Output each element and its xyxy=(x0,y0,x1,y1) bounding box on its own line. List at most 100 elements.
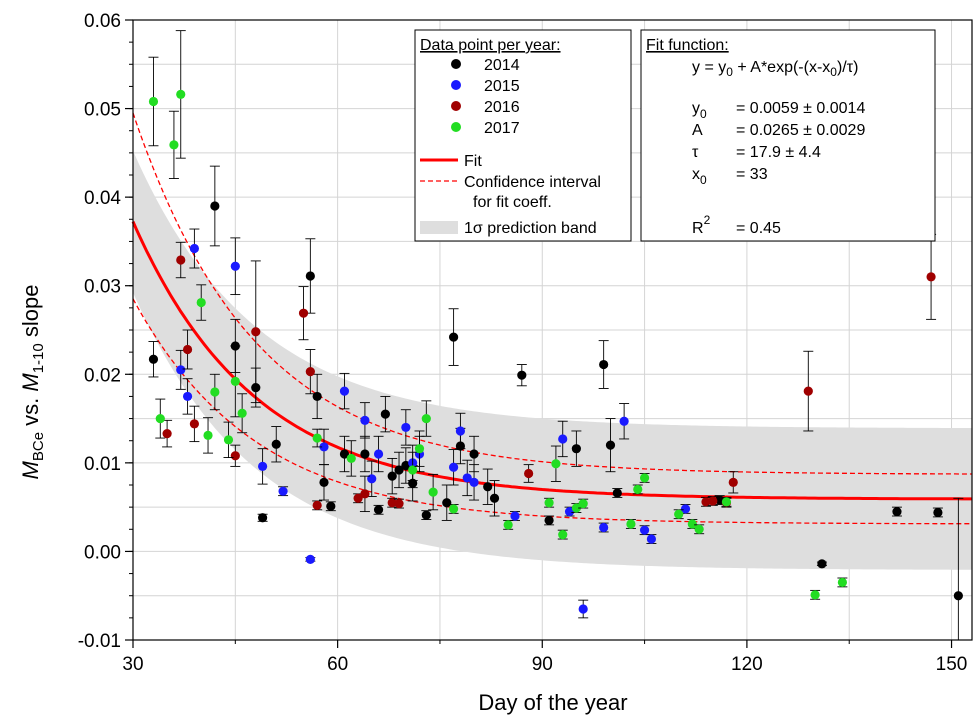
x0-name: x xyxy=(692,166,700,183)
data-point-2017 xyxy=(210,387,220,397)
data-point-2017 xyxy=(237,408,247,418)
data-point-2015 xyxy=(462,473,472,483)
y-tick-label: 0.06 xyxy=(84,11,121,32)
data-point-2017 xyxy=(810,590,820,600)
data-point-2017 xyxy=(155,413,165,424)
data-point-2015 xyxy=(367,474,377,484)
fit-curve xyxy=(131,220,972,501)
legend-fit-box xyxy=(640,29,936,242)
data-point-2017 xyxy=(674,509,684,519)
legend-ci-label-1: Confidence interval xyxy=(464,174,601,191)
legend-label-2016: 2016 xyxy=(484,99,520,116)
legend-marker-2014 xyxy=(451,59,461,69)
y-label-sub1: BCe xyxy=(30,432,47,461)
data-point-2017 xyxy=(312,433,322,443)
fit-param-r2-value: = 0.45 xyxy=(736,220,781,237)
data-point-2014 xyxy=(305,271,315,281)
legend-marker-2017 xyxy=(451,122,461,132)
data-point-2015 xyxy=(639,525,650,535)
y-tick-label: 0.05 xyxy=(84,100,121,121)
data-point-2014 xyxy=(448,332,459,342)
y-tick-label: 0.00 xyxy=(84,542,121,563)
legend-fit-label: Fit xyxy=(464,153,482,170)
data-point-2016 xyxy=(251,327,261,337)
legend-ci-label-2: for fit coeff. xyxy=(473,194,552,211)
legend-band-swatch xyxy=(420,221,458,234)
y-tick-label: 0.01 xyxy=(84,454,121,475)
data-point-2016 xyxy=(353,493,363,503)
x-tick-label: 30 xyxy=(122,654,143,675)
fit-param-r2-name: R2 xyxy=(692,213,711,237)
data-point-2017 xyxy=(176,89,186,99)
data-point-2016 xyxy=(312,500,322,510)
data-point-2015 xyxy=(558,434,568,444)
data-point-2017 xyxy=(578,499,588,509)
y-tick-label: -0.01 xyxy=(78,631,121,652)
fit-param-a-name: A xyxy=(692,122,703,139)
data-point-2014 xyxy=(271,439,281,449)
fit-param-a-value: = 0.0265 ± 0.0029 xyxy=(736,122,865,139)
data-point-2017 xyxy=(687,519,697,529)
data-point-2016 xyxy=(803,386,813,396)
data-point-2017 xyxy=(551,459,561,469)
x-axis-label: Day of the year xyxy=(478,690,627,715)
data-point-2016 xyxy=(189,419,199,429)
fit-param-tau-value: = 17.9 ± 4.4 xyxy=(736,144,821,161)
legend-years-title: Data point per year: xyxy=(420,37,561,54)
data-point-2017 xyxy=(223,435,234,445)
data-point-2016 xyxy=(387,498,397,508)
data-point-2014 xyxy=(326,501,336,511)
data-point-2015 xyxy=(646,534,657,544)
data-point-2016 xyxy=(708,496,718,506)
data-point-2016 xyxy=(162,429,172,439)
x-tick-label: 60 xyxy=(327,654,348,675)
y-label-m2: M xyxy=(18,373,43,392)
data-point-2015 xyxy=(305,554,315,565)
data-point-2017 xyxy=(544,498,554,508)
legend-band-label: 1σ prediction band xyxy=(464,220,597,237)
formula-prefix: y = y xyxy=(692,59,726,76)
data-point-2014 xyxy=(953,591,963,601)
data-point-2015 xyxy=(619,416,629,426)
data-point-2014 xyxy=(148,354,159,364)
y0-sub: 0 xyxy=(700,107,707,121)
data-point-2015 xyxy=(319,442,329,452)
data-point-2014 xyxy=(258,513,268,523)
data-point-2016 xyxy=(926,272,936,282)
data-point-2014 xyxy=(339,449,350,459)
x-tick-label: 120 xyxy=(731,654,763,675)
data-point-2015 xyxy=(189,243,199,254)
data-points xyxy=(148,30,964,641)
data-point-2016 xyxy=(305,367,315,377)
fit-param-x0-name: x0 xyxy=(692,166,707,187)
data-point-2014 xyxy=(380,409,390,419)
fit-param-x0-value: = 33 xyxy=(736,166,768,183)
y0-name: y xyxy=(692,100,700,117)
ticks: 30 60 90 120 150 -0.01 0.00 0.01 0.02 0.03 0.04 0.0… xyxy=(78,11,968,675)
data-point-2015 xyxy=(339,386,350,396)
data-point-2017 xyxy=(633,484,643,495)
data-point-2015 xyxy=(230,261,240,271)
y-label-vs: vs. xyxy=(18,392,43,432)
data-point-2016 xyxy=(524,468,534,479)
data-point-2017 xyxy=(414,444,425,454)
data-point-2015 xyxy=(578,604,588,614)
data-point-2015 xyxy=(176,365,186,375)
y-axis-label: MBCe vs. M1-10 slope xyxy=(18,285,47,480)
data-point-2017 xyxy=(721,497,732,507)
data-point-2014 xyxy=(319,477,329,487)
data-point-2014 xyxy=(612,488,622,498)
y-tick-label: 0.04 xyxy=(84,188,121,209)
data-point-2016 xyxy=(728,477,738,487)
data-point-2014 xyxy=(394,465,404,475)
y-tick-label: 0.03 xyxy=(84,277,121,298)
data-point-2014 xyxy=(817,559,827,569)
x-tick-label: 90 xyxy=(532,654,553,675)
data-point-2015 xyxy=(182,391,193,402)
legend-label-2014: 2014 xyxy=(484,57,520,74)
data-point-2017 xyxy=(169,140,179,150)
data-point-2015 xyxy=(680,504,691,514)
fit-lines xyxy=(131,112,972,525)
data-point-2017 xyxy=(837,577,847,588)
